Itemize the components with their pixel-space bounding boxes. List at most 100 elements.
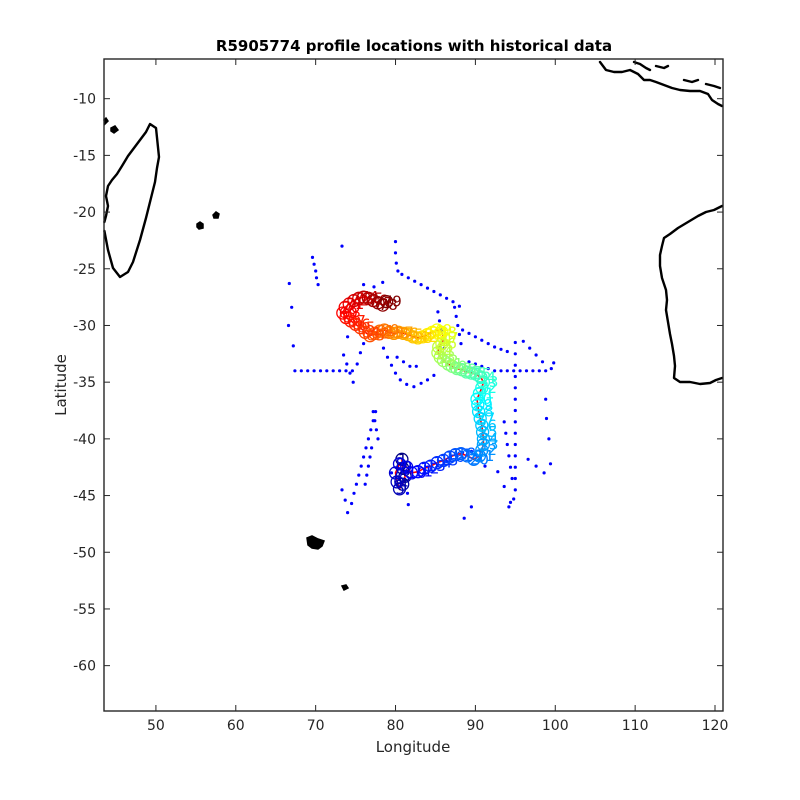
chart-title: R5905774 profile locations with historic… xyxy=(216,37,612,55)
historical-point xyxy=(521,339,525,343)
historical-point xyxy=(457,332,461,337)
profile-marker xyxy=(392,482,407,496)
historical-point xyxy=(513,431,517,435)
x-tick-label: 90 xyxy=(466,718,484,734)
profile-marker xyxy=(470,392,484,406)
profile-number-label: 46 xyxy=(438,335,457,353)
profile-marker xyxy=(469,367,483,381)
historical-point xyxy=(508,500,513,504)
profile-number-label: 8 xyxy=(396,455,406,473)
y-tick-label: -50 xyxy=(73,545,96,561)
profile-marker xyxy=(358,325,372,339)
historical-point xyxy=(445,296,449,300)
profile-marker xyxy=(388,466,403,480)
historical-point xyxy=(393,251,398,255)
coastlines xyxy=(103,60,724,592)
x-axis-label: Longitude xyxy=(376,738,451,756)
x-tick-label: 70 xyxy=(307,718,325,734)
historical-point xyxy=(338,369,342,373)
historical-point xyxy=(513,397,517,401)
historical-point xyxy=(526,457,530,461)
historical-point xyxy=(340,488,344,492)
historical-point xyxy=(414,364,418,368)
historical-point xyxy=(461,328,465,332)
historical-point xyxy=(371,410,375,414)
historical-point xyxy=(368,455,372,459)
historical-point xyxy=(493,369,497,373)
historical-point xyxy=(508,465,513,469)
historical-point xyxy=(480,364,484,368)
historical-point xyxy=(299,369,303,373)
historical-point xyxy=(531,369,535,373)
historical-point xyxy=(405,491,410,495)
profile-number-label: 47 xyxy=(440,329,459,347)
historical-point xyxy=(412,385,416,389)
profile-marker xyxy=(476,432,491,446)
profile-marker xyxy=(475,381,489,395)
profile-number-label: 29 xyxy=(474,396,493,414)
historical-point xyxy=(513,454,517,458)
historical-point xyxy=(363,482,367,486)
historical-point xyxy=(480,338,484,342)
y-tick-label: -45 xyxy=(73,489,96,505)
historical-point xyxy=(389,363,394,367)
historical-point xyxy=(406,276,410,280)
profile-number-label: 6 xyxy=(393,473,403,491)
historical-point xyxy=(437,319,442,323)
historical-point xyxy=(493,345,497,349)
x-axis-ticks: 50 60 70 80 90 100 110 120 xyxy=(147,59,728,734)
historical-point xyxy=(512,369,516,373)
profile-marker xyxy=(390,475,404,489)
historical-point xyxy=(513,352,517,356)
historical-point xyxy=(438,293,442,297)
historical-point xyxy=(537,369,541,373)
historical-point xyxy=(507,505,511,509)
historical-point xyxy=(419,283,423,287)
historical-point xyxy=(381,346,386,350)
historical-point xyxy=(318,369,323,373)
historical-point xyxy=(395,355,399,359)
profile-marker xyxy=(411,465,425,479)
historical-point xyxy=(459,342,463,346)
profile-marker xyxy=(396,326,411,341)
historical-point xyxy=(408,364,412,368)
y-tick-label: -40 xyxy=(73,432,96,448)
profile-number-label: 20 xyxy=(470,450,489,468)
historical-point xyxy=(513,420,517,424)
historical-point xyxy=(499,347,503,351)
historical-point xyxy=(513,442,517,447)
historical-point xyxy=(502,420,506,424)
madagascar-coastline xyxy=(103,122,161,279)
historical-point xyxy=(362,455,366,459)
historical-point xyxy=(400,272,404,276)
island-mauritius xyxy=(212,211,220,219)
historical-point xyxy=(473,335,477,339)
historical-point xyxy=(374,410,378,414)
historical-point xyxy=(306,369,310,373)
y-tick-label: -35 xyxy=(73,375,96,391)
historical-point xyxy=(502,484,506,489)
historical-point xyxy=(425,378,430,382)
historical-point xyxy=(342,353,346,357)
historical-point xyxy=(436,310,440,314)
y-tick-label: -60 xyxy=(73,659,96,675)
profile-marker xyxy=(436,331,451,345)
historical-point xyxy=(366,464,370,468)
y-tick-label: -15 xyxy=(73,148,96,164)
historical-point xyxy=(287,281,291,286)
historical-point xyxy=(331,369,335,373)
historical-point xyxy=(354,482,358,486)
historical-point xyxy=(362,283,366,287)
historical-point xyxy=(462,516,466,520)
historical-point xyxy=(358,351,362,355)
historical-point xyxy=(483,464,487,468)
profile-marker xyxy=(475,425,490,439)
profile-marker xyxy=(380,295,394,309)
historical-point xyxy=(547,437,551,441)
historical-point xyxy=(345,362,349,366)
indonesia-island-c xyxy=(682,78,700,84)
historical-point xyxy=(453,305,457,309)
historical-point xyxy=(486,367,490,371)
historical-point xyxy=(393,240,398,244)
